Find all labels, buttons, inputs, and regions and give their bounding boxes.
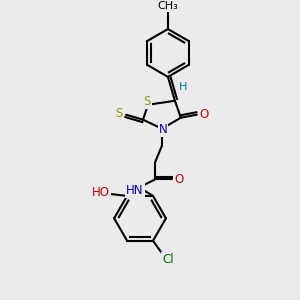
Text: S: S: [143, 95, 151, 108]
Text: H: H: [179, 82, 188, 92]
Text: HN: HN: [126, 184, 144, 197]
Text: N: N: [159, 123, 167, 136]
Text: O: O: [174, 173, 184, 186]
Text: HO: HO: [92, 186, 110, 200]
Text: S: S: [116, 107, 123, 120]
Text: O: O: [199, 108, 208, 121]
Text: Cl: Cl: [162, 253, 174, 266]
Text: CH₃: CH₃: [158, 1, 178, 11]
